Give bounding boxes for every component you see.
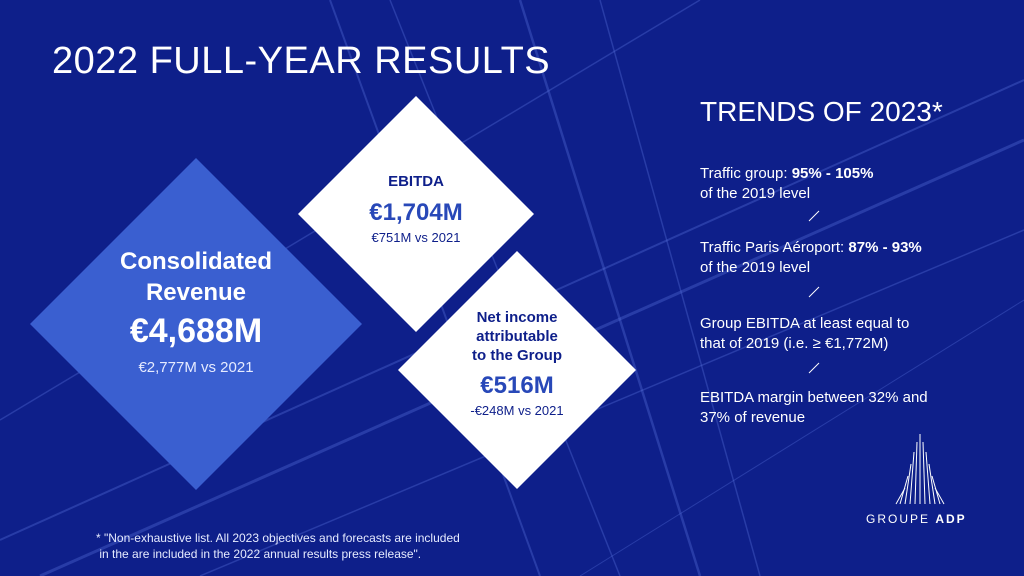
trend-item-traffic-group: Traffic group: 95% - 105% of the 2019 le… — [700, 164, 1000, 204]
logo-text-light: GROUPE — [866, 512, 936, 526]
trend-text: 37% of revenue — [700, 409, 806, 426]
revenue-diamond — [30, 158, 362, 490]
trend-highlight: 95% - 105% — [791, 165, 874, 182]
footnote: * "Non-exhaustive list. All 2023 objecti… — [96, 530, 460, 562]
adp-logo-icon — [895, 434, 945, 505]
net-income-label-line2: attributable — [476, 328, 558, 345]
slash-separator-icon — [808, 210, 820, 222]
ebitda-value: €1,704M — [369, 199, 463, 226]
logo-text-bold: ADP — [935, 512, 967, 526]
footnote-line1: * "Non-exhaustive list. All 2023 objecti… — [96, 531, 460, 545]
revenue-comparison: €2,777M vs 2021 — [138, 359, 254, 376]
trend-text: of the 2019 level — [700, 259, 811, 276]
trend-item-group-ebitda: Group EBITDA at least equal to that of 2… — [700, 314, 1000, 354]
trend-text: of the 2019 level — [700, 185, 811, 202]
revenue-label-line1: Consolidated — [119, 248, 272, 275]
ebitda-comparison: €751M vs 2021 — [371, 230, 461, 245]
trend-text: EBITDA margin between 32% and — [700, 389, 928, 406]
net-income-value: €516M — [480, 372, 554, 399]
page-title: 2022 FULL-YEAR RESULTS — [52, 40, 551, 82]
revenue-label-line2: Revenue — [145, 279, 247, 306]
slash-separator-icon — [808, 286, 820, 298]
revenue-value: €4,688M — [129, 312, 263, 350]
ebitda-diamond — [298, 96, 534, 332]
trend-text: Traffic Paris Aéroport: — [700, 239, 849, 256]
net-income-label-line1: Net income — [476, 309, 558, 326]
trend-item-ebitda-margin: EBITDA margin between 32% and 37% of rev… — [700, 388, 1000, 428]
revenue-label: Consolidated Revenue — [96, 246, 296, 308]
trend-text: Traffic group: — [700, 165, 792, 182]
trend-text: that of 2019 (i.e. ≥ €1,772M) — [700, 335, 889, 352]
net-income-label: Net income attributable to the Group — [447, 308, 587, 365]
trends-title: TRENDS OF 2023* — [700, 96, 943, 127]
trend-item-traffic-paris: Traffic Paris Aéroport: 87% - 93% of the… — [700, 238, 1000, 278]
net-income-label-line3: to the Group — [472, 347, 562, 364]
trend-text: Group EBITDA at least equal to — [700, 315, 910, 332]
trend-highlight: 87% - 93% — [848, 239, 922, 256]
footnote-line2: in the are included in the 2022 annual r… — [96, 547, 422, 561]
ebitda-label: EBITDA — [388, 173, 444, 190]
net-income-comparison: -€248M vs 2021 — [470, 403, 564, 418]
logo-wordmark: GROUPE ADP — [866, 512, 967, 526]
slash-separator-icon — [808, 362, 820, 374]
net-income-diamond — [398, 251, 636, 489]
